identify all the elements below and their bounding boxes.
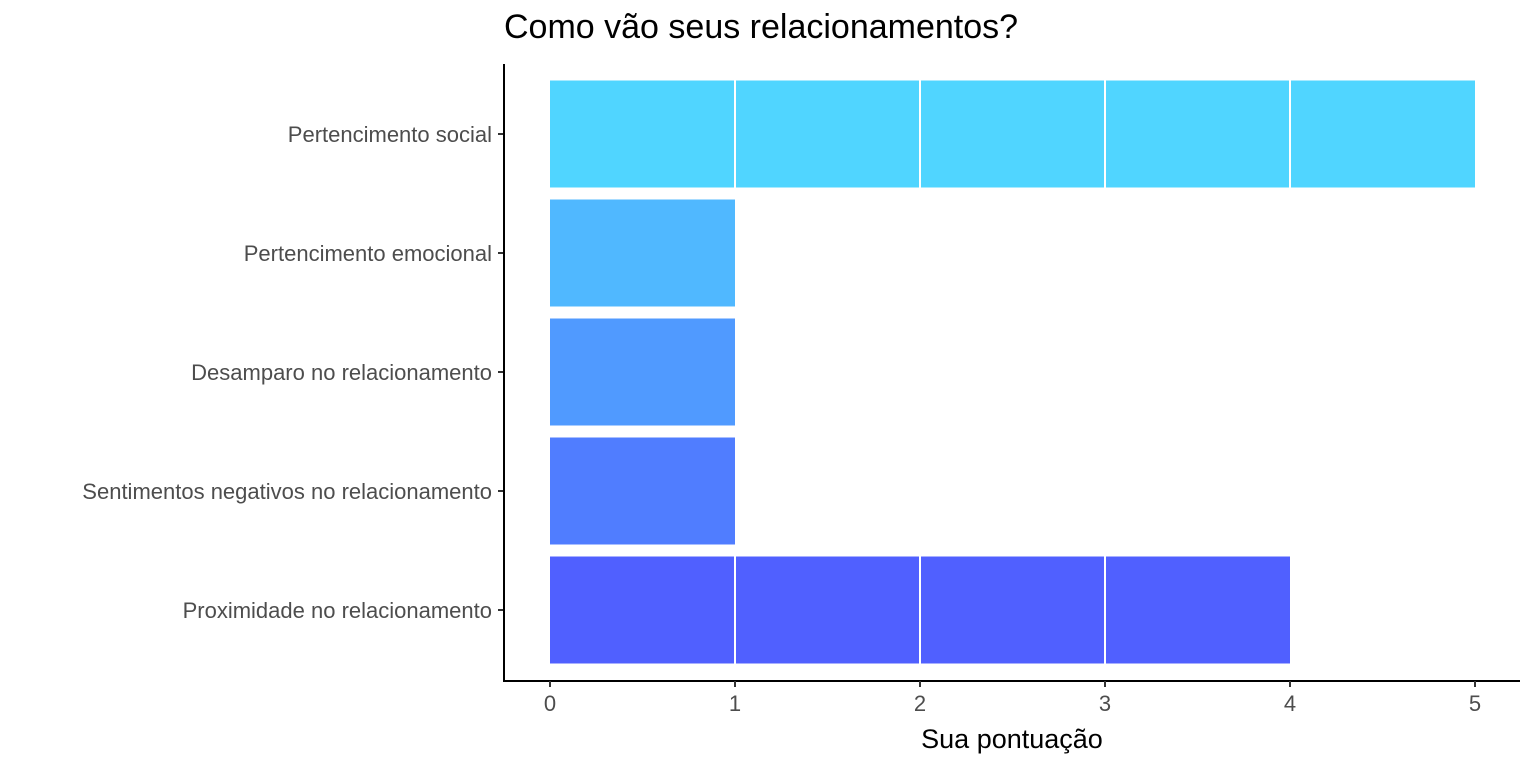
x-tick-label: 5	[1469, 691, 1481, 716]
y-tick-label: Sentimentos negativos no relacionamento	[82, 479, 492, 504]
bar-0	[550, 80, 1475, 188]
chart-title: Como vão seus relacionamentos?	[504, 8, 1019, 46]
bar-2	[550, 318, 735, 426]
x-tick-label: 1	[729, 691, 741, 716]
x-tick-label: 2	[914, 691, 926, 716]
axes: Pertencimento social Pertencimento emocio…	[82, 64, 1520, 716]
bars	[550, 80, 1475, 664]
y-tick-label: Proximidade no relacionamento	[183, 598, 492, 623]
bar-1	[550, 199, 735, 307]
bar-3	[550, 437, 735, 545]
y-tick-label: Pertencimento social	[288, 122, 492, 147]
x-tick-label: 3	[1099, 691, 1111, 716]
x-tick-label: 4	[1284, 691, 1296, 716]
x-tick-label: 0	[544, 691, 556, 716]
y-tick-label: Pertencimento emocional	[244, 241, 492, 266]
x-axis-label: Sua pontuação	[921, 724, 1103, 754]
y-tick-label: Desamparo no relacionamento	[191, 360, 492, 385]
